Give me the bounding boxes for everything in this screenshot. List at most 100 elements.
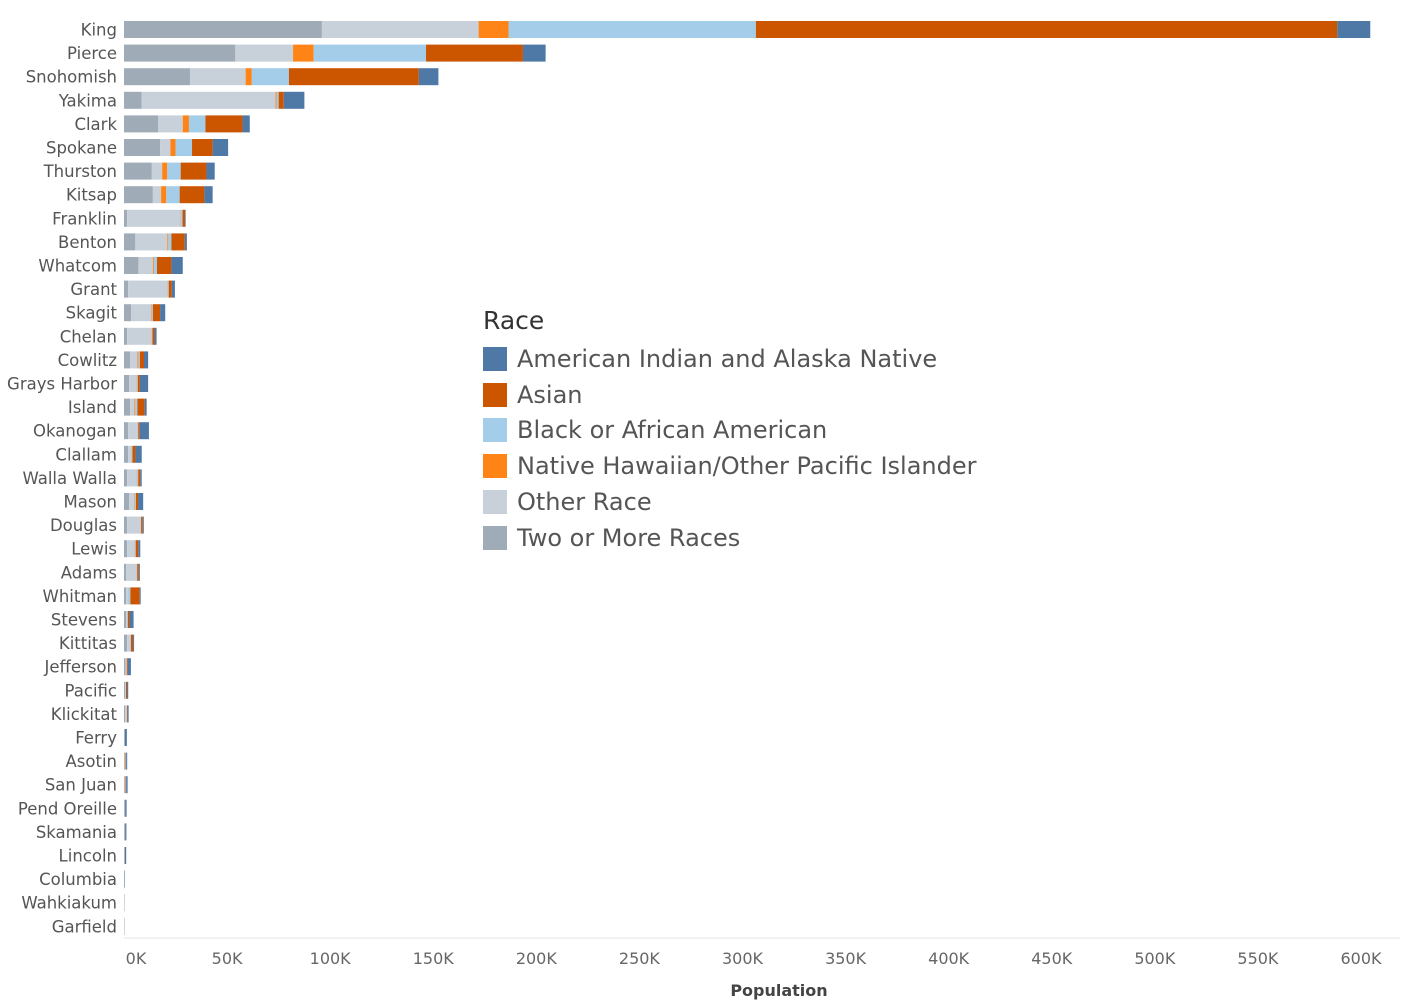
bar-segment-skagit-native-hawaiian-other-pacific-islander[interactable] [150, 304, 152, 322]
bar-segment-king-black-or-african-american[interactable] [508, 21, 756, 38]
bar-segment-kitsap-black-or-african-american[interactable] [166, 186, 180, 204]
bar-segment-ferry-american-indian-and-alaska-native[interactable] [124, 729, 127, 746]
bar-segment-clallam-other-race[interactable] [128, 445, 132, 463]
bar-segment-pierce-american-indian-and-alaska-native[interactable] [522, 44, 546, 62]
bar-segment-jefferson-other-race[interactable] [125, 658, 127, 676]
bar-segment-adams-american-indian-and-alaska-native[interactable] [138, 563, 140, 581]
bar-segment-benton-other-race[interactable] [135, 233, 168, 251]
bar-segment-klickitat-other-race[interactable] [125, 705, 127, 723]
bar-segment-grays-harbor-two-or-more-races[interactable] [124, 375, 130, 392]
bar-segment-snohomish-other-race[interactable] [189, 68, 246, 86]
bar-segment-clark-american-indian-and-alaska-native[interactable] [242, 115, 250, 133]
bar-segment-mason-other-race[interactable] [129, 493, 135, 510]
bar-segment-grant-black-or-african-american[interactable] [167, 280, 169, 298]
bar-segment-mason-asian[interactable] [135, 493, 139, 510]
bar-segment-kitsap-american-indian-and-alaska-native[interactable] [204, 186, 213, 204]
bar-segment-whitman-other-race[interactable] [126, 587, 129, 605]
bar-segment-walla-walla-other-race[interactable] [127, 469, 137, 487]
bar-segment-benton-two-or-more-races[interactable] [124, 233, 136, 251]
bar-segment-whitman-two-or-more-races[interactable] [124, 587, 127, 605]
bar-segment-island-other-race[interactable] [130, 398, 135, 416]
bar-segment-yakima-native-hawaiian-other-pacific-islander[interactable] [275, 91, 277, 109]
bar-segment-thurston-black-or-african-american[interactable] [167, 162, 181, 180]
bar-segment-cowlitz-other-race[interactable] [130, 351, 138, 369]
bar-segment-lewis-black-or-african-american[interactable] [134, 540, 136, 558]
bar-segment-whatcom-american-indian-and-alaska-native[interactable] [171, 257, 183, 274]
bar-segment-benton-asian[interactable] [171, 233, 185, 251]
bar-segment-franklin-asian[interactable] [182, 209, 186, 227]
bar-segment-spokane-american-indian-and-alaska-native[interactable] [212, 139, 229, 156]
legend-item-american-indian-and-alaska-native[interactable]: American Indian and Alaska Native [483, 341, 976, 377]
bar-segment-stevens-american-indian-and-alaska-native[interactable] [129, 611, 134, 628]
bar-segment-asotin-two-or-more-races[interactable] [124, 752, 125, 770]
bar-segment-whatcom-two-or-more-races[interactable] [124, 257, 139, 274]
bar-segment-klickitat-asian[interactable] [126, 705, 128, 723]
bar-segment-whatcom-black-or-african-american[interactable] [153, 257, 157, 274]
bar-segment-clallam-american-indian-and-alaska-native[interactable] [135, 445, 142, 463]
bar-segment-chelan-two-or-more-races[interactable] [124, 327, 128, 345]
bar-segment-san-juan-american-indian-and-alaska-native[interactable] [126, 776, 128, 794]
bar-segment-kitsap-native-hawaiian-other-pacific-islander[interactable] [161, 186, 167, 204]
bar-segment-kittitas-other-race[interactable] [127, 634, 131, 652]
bar-segment-stevens-black-or-african-american[interactable] [127, 611, 128, 628]
bar-segment-clark-asian[interactable] [205, 115, 243, 133]
bar-segment-king-american-indian-and-alaska-native[interactable] [1337, 21, 1371, 38]
bar-segment-thurston-american-indian-and-alaska-native[interactable] [206, 162, 215, 180]
bar-segment-clark-native-hawaiian-other-pacific-islander[interactable] [182, 115, 189, 133]
bar-segment-spokane-two-or-more-races[interactable] [124, 139, 161, 156]
bar-segment-chelan-asian[interactable] [152, 327, 155, 345]
bar-segment-pierce-black-or-african-american[interactable] [313, 44, 427, 62]
bar-segment-thurston-asian[interactable] [180, 162, 207, 180]
bar-segment-yakima-american-indian-and-alaska-native[interactable] [283, 91, 305, 109]
bar-segment-walla-walla-asian[interactable] [138, 469, 141, 487]
bar-segment-pacific-two-or-more-races[interactable] [124, 681, 126, 699]
bar-segment-pierce-asian[interactable] [426, 44, 523, 62]
bar-segment-pierce-other-race[interactable] [235, 44, 294, 62]
bar-segment-franklin-other-race[interactable] [127, 209, 181, 227]
bar-segment-lewis-asian[interactable] [135, 540, 139, 558]
bar-segment-skagit-other-race[interactable] [131, 304, 151, 322]
legend-item-black-or-african-american[interactable]: Black or African American [483, 413, 976, 449]
bar-segment-thurston-two-or-more-races[interactable] [124, 162, 152, 180]
bar-segment-asotin-asian[interactable] [125, 752, 127, 770]
bar-segment-king-two-or-more-races[interactable] [124, 21, 322, 38]
bar-segment-pierce-native-hawaiian-other-pacific-islander[interactable] [293, 44, 314, 62]
bar-segment-thurston-other-race[interactable] [151, 162, 163, 180]
bar-segment-jefferson-american-indian-and-alaska-native[interactable] [127, 658, 131, 676]
bar-segment-spokane-black-or-african-american[interactable] [175, 139, 193, 156]
bar-segment-whitman-black-or-african-american[interactable] [128, 587, 131, 605]
bar-segment-douglas-other-race[interactable] [127, 516, 141, 534]
bar-segment-yakima-two-or-more-races[interactable] [124, 91, 142, 109]
bar-segment-lincoln-american-indian-and-alaska-native[interactable] [124, 847, 127, 864]
bar-segment-stevens-asian[interactable] [127, 611, 130, 628]
bar-segment-grays-harbor-american-indian-and-alaska-native[interactable] [139, 375, 149, 392]
bar-segment-pierce-two-or-more-races[interactable] [124, 44, 236, 62]
bar-segment-island-two-or-more-races[interactable] [124, 398, 131, 416]
bar-segment-kitsap-other-race[interactable] [152, 186, 162, 204]
bar-segment-pacific-asian[interactable] [125, 681, 127, 699]
bar-segment-snohomish-asian[interactable] [288, 68, 419, 86]
bar-segment-clark-black-or-african-american[interactable] [188, 115, 206, 133]
bar-segment-pacific-other-race[interactable] [125, 681, 126, 699]
bar-segment-walla-walla-american-indian-and-alaska-native[interactable] [140, 469, 142, 487]
bar-segment-kitsap-asian[interactable] [179, 186, 205, 204]
bar-segment-adams-black-or-african-american[interactable] [136, 563, 138, 581]
bar-segment-douglas-asian[interactable] [141, 516, 143, 534]
bar-segment-kittitas-asian[interactable] [131, 634, 134, 652]
bar-segment-snohomish-american-indian-and-alaska-native[interactable] [418, 68, 439, 86]
bar-segment-snohomish-two-or-more-races[interactable] [124, 68, 190, 86]
bar-segment-snohomish-black-or-african-american[interactable] [251, 68, 289, 86]
bar-segment-king-asian[interactable] [755, 21, 1338, 38]
bar-segment-okanogan-two-or-more-races[interactable] [124, 422, 129, 440]
bar-segment-mason-native-hawaiian-other-pacific-islander[interactable] [134, 493, 135, 510]
legend-item-asian[interactable]: Asian [483, 377, 976, 413]
bar-segment-douglas-american-indian-and-alaska-native[interactable] [142, 516, 144, 534]
bar-segment-adams-asian[interactable] [137, 563, 139, 581]
bar-segment-cowlitz-two-or-more-races[interactable] [124, 351, 131, 369]
bar-segment-skagit-two-or-more-races[interactable] [124, 304, 132, 322]
bar-segment-san-juan-asian[interactable] [125, 776, 127, 794]
bar-segment-whatcom-native-hawaiian-other-pacific-islander[interactable] [152, 257, 154, 274]
bar-segment-jefferson-asian[interactable] [126, 658, 128, 676]
legend-item-other-race[interactable]: Other Race [483, 484, 976, 520]
bar-segment-douglas-two-or-more-races[interactable] [124, 516, 128, 534]
